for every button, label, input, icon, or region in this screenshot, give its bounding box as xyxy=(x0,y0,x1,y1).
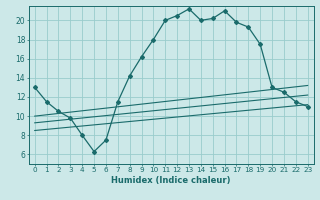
X-axis label: Humidex (Indice chaleur): Humidex (Indice chaleur) xyxy=(111,176,231,185)
